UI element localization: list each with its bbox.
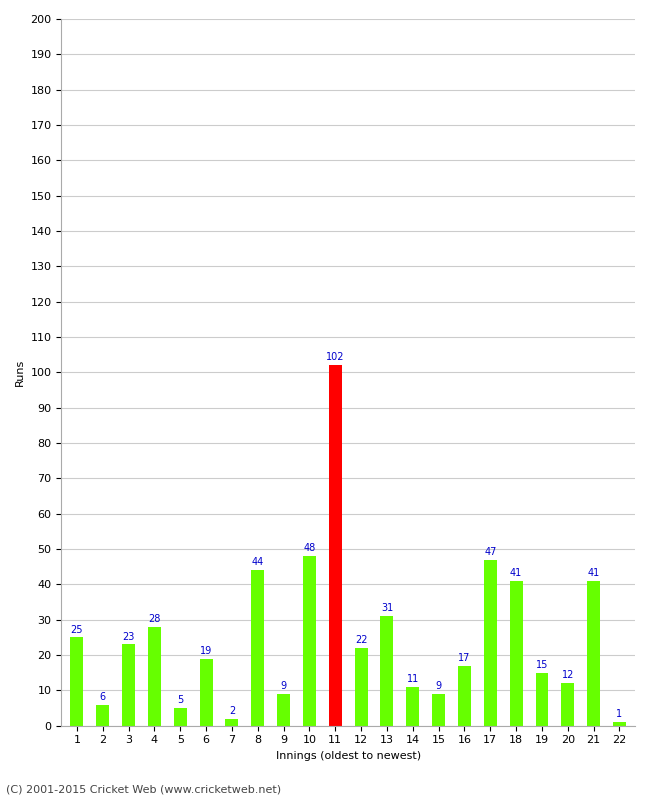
Bar [174, 708, 187, 726]
Bar [226, 718, 239, 726]
Text: 22: 22 [355, 635, 367, 645]
Text: 5: 5 [177, 695, 183, 706]
Bar [380, 616, 393, 726]
Text: 44: 44 [252, 558, 264, 567]
Bar [200, 658, 213, 726]
Text: 12: 12 [562, 670, 574, 681]
Text: 31: 31 [381, 603, 393, 614]
Bar [406, 687, 419, 726]
Bar [484, 560, 497, 726]
Text: 25: 25 [71, 625, 83, 634]
Bar [587, 581, 600, 726]
Text: 19: 19 [200, 646, 212, 656]
Text: 11: 11 [407, 674, 419, 684]
Bar [432, 694, 445, 726]
Bar [70, 638, 83, 726]
Text: 28: 28 [148, 614, 161, 624]
Text: (C) 2001-2015 Cricket Web (www.cricketweb.net): (C) 2001-2015 Cricket Web (www.cricketwe… [6, 784, 281, 794]
Bar [252, 570, 265, 726]
Text: 6: 6 [99, 692, 106, 702]
Bar [329, 366, 342, 726]
Text: 2: 2 [229, 706, 235, 716]
Text: 17: 17 [458, 653, 471, 663]
Text: 9: 9 [281, 681, 287, 691]
Bar [277, 694, 290, 726]
Bar [613, 722, 626, 726]
Text: 48: 48 [304, 543, 315, 554]
Text: 1: 1 [616, 710, 623, 719]
Text: 102: 102 [326, 353, 344, 362]
Text: 47: 47 [484, 547, 497, 557]
Bar [148, 626, 161, 726]
Bar [122, 645, 135, 726]
Bar [96, 705, 109, 726]
Text: 23: 23 [122, 632, 135, 642]
Bar [562, 683, 575, 726]
Bar [458, 666, 471, 726]
Text: 41: 41 [588, 568, 600, 578]
Text: 41: 41 [510, 568, 522, 578]
Text: 15: 15 [536, 660, 548, 670]
Bar [536, 673, 549, 726]
Bar [355, 648, 368, 726]
Y-axis label: Runs: Runs [15, 358, 25, 386]
Text: 9: 9 [436, 681, 442, 691]
X-axis label: Innings (oldest to newest): Innings (oldest to newest) [276, 751, 421, 761]
Bar [510, 581, 523, 726]
Bar [303, 556, 316, 726]
